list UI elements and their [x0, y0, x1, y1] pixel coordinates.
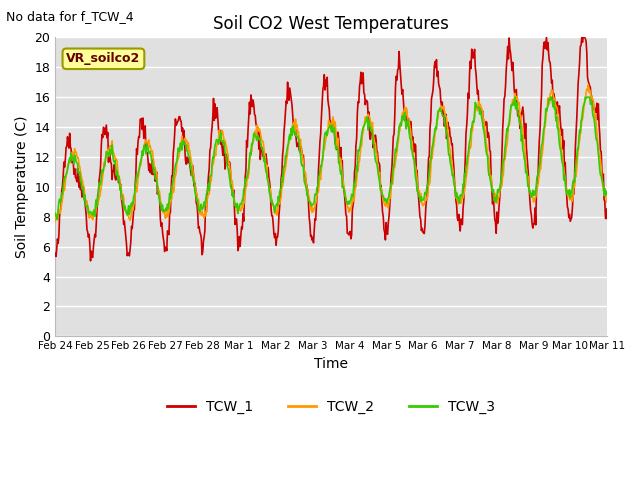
TCW_1: [420, 230, 428, 236]
TCW_3: [246, 155, 253, 160]
TCW_3: [420, 197, 428, 203]
TCW_2: [218, 129, 225, 135]
TCW_3: [603, 189, 611, 194]
TCW_2: [51, 219, 59, 225]
TCW_3: [54, 217, 61, 223]
Line: TCW_3: TCW_3: [55, 97, 607, 220]
TCW_1: [86, 258, 94, 264]
Title: Soil CO2 West Temperatures: Soil CO2 West Temperatures: [213, 15, 449, 33]
TCW_2: [266, 189, 273, 195]
X-axis label: Time: Time: [314, 357, 348, 371]
TCW_1: [388, 150, 396, 156]
Line: TCW_1: TCW_1: [55, 37, 607, 261]
TCW_3: [218, 138, 226, 144]
TCW_3: [266, 192, 274, 197]
TCW_2: [603, 199, 611, 205]
TCW_3: [51, 210, 59, 216]
TCW_2: [116, 181, 124, 187]
Line: TCW_2: TCW_2: [55, 85, 607, 222]
TCW_1: [603, 206, 611, 212]
Legend: TCW_1, TCW_2, TCW_3: TCW_1, TCW_2, TCW_3: [162, 394, 500, 420]
TCW_2: [584, 82, 592, 88]
Text: No data for f_TCW_4: No data for f_TCW_4: [6, 10, 134, 23]
TCW_3: [117, 186, 125, 192]
TCW_2: [245, 171, 253, 177]
TCW_2: [388, 180, 396, 185]
TCW_3: [388, 169, 396, 175]
TCW_1: [51, 251, 59, 256]
Text: VR_soilco2: VR_soilco2: [67, 52, 141, 65]
TCW_3: [511, 94, 518, 100]
TCW_2: [419, 203, 427, 208]
TCW_1: [117, 181, 125, 187]
TCW_1: [543, 35, 550, 40]
TCW_1: [266, 189, 274, 194]
TCW_1: [246, 99, 253, 105]
Y-axis label: Soil Temperature (C): Soil Temperature (C): [15, 116, 29, 258]
TCW_1: [218, 145, 226, 151]
